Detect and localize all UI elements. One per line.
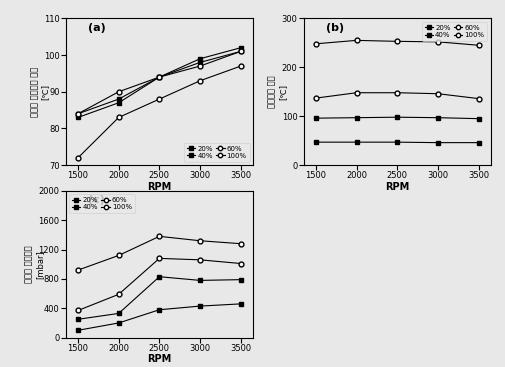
Line: 40%: 40% [75,45,243,116]
60% [156,75,162,79]
100% [353,38,359,43]
20% [312,140,318,144]
60% [237,49,243,54]
Text: (a): (a) [88,23,106,33]
Line: 60%: 60% [75,49,243,116]
60% [75,308,81,313]
60% [75,112,81,116]
40% [393,115,399,119]
60% [196,64,203,68]
X-axis label: RPM: RPM [147,354,171,364]
20% [75,115,81,120]
20% [434,141,440,145]
20% [156,308,162,312]
40% [353,116,359,120]
Y-axis label: 오일팸 엔진오일 온도
[℃]: 오일팸 엔진오일 온도 [℃] [30,67,49,117]
Legend: 20%, 40%, 60%, 100%: 20%, 40%, 60%, 100% [184,143,249,162]
Line: 100%: 100% [75,63,243,160]
Line: 40%: 40% [313,115,480,121]
100% [156,234,162,239]
60% [196,258,203,262]
Y-axis label: 연소실 과급압력
[mbar]: 연소실 과급압력 [mbar] [24,246,44,283]
40% [156,75,162,79]
20% [156,75,162,79]
60% [156,256,162,261]
100% [116,253,122,258]
20% [116,321,122,325]
100% [75,156,81,160]
X-axis label: RPM: RPM [147,182,171,192]
20% [196,304,203,308]
100% [393,39,399,44]
40% [116,97,122,101]
Line: 60%: 60% [75,256,243,313]
40% [75,317,81,321]
Legend: 20%, 40%, 60%, 100%: 20%, 40%, 60%, 100% [421,22,486,41]
40% [75,112,81,116]
100% [75,268,81,272]
X-axis label: RPM: RPM [384,182,409,192]
20% [353,140,359,144]
Line: 20%: 20% [75,49,243,120]
100% [434,40,440,44]
40% [237,46,243,50]
Line: 60%: 60% [313,90,480,101]
100% [196,239,203,243]
Y-axis label: 배기가스 온도
[℃]: 배기가스 온도 [℃] [267,76,286,108]
40% [434,116,440,120]
20% [75,328,81,333]
100% [156,97,162,101]
40% [312,116,318,120]
60% [475,97,481,101]
60% [353,91,359,95]
20% [237,302,243,306]
100% [237,241,243,246]
40% [475,116,481,121]
Line: 20%: 20% [313,140,480,145]
20% [237,49,243,54]
Text: (b): (b) [325,23,343,33]
40% [196,57,203,61]
100% [475,43,481,47]
20% [196,60,203,65]
60% [116,90,122,94]
Legend: 20%, 40%, 60%, 100%: 20%, 40%, 60%, 100% [69,194,134,213]
100% [237,64,243,68]
Text: (c): (c) [88,195,105,205]
60% [116,292,122,297]
40% [237,277,243,282]
60% [434,91,440,96]
20% [393,140,399,144]
100% [116,115,122,120]
40% [116,311,122,316]
100% [196,79,203,83]
60% [312,96,318,100]
40% [156,275,162,279]
60% [237,261,243,266]
Line: 40%: 40% [75,274,243,322]
60% [393,91,399,95]
Line: 100%: 100% [313,38,480,48]
20% [475,141,481,145]
Line: 20%: 20% [75,301,243,333]
40% [196,278,203,283]
100% [312,41,318,46]
20% [116,101,122,105]
Line: 100%: 100% [75,234,243,273]
